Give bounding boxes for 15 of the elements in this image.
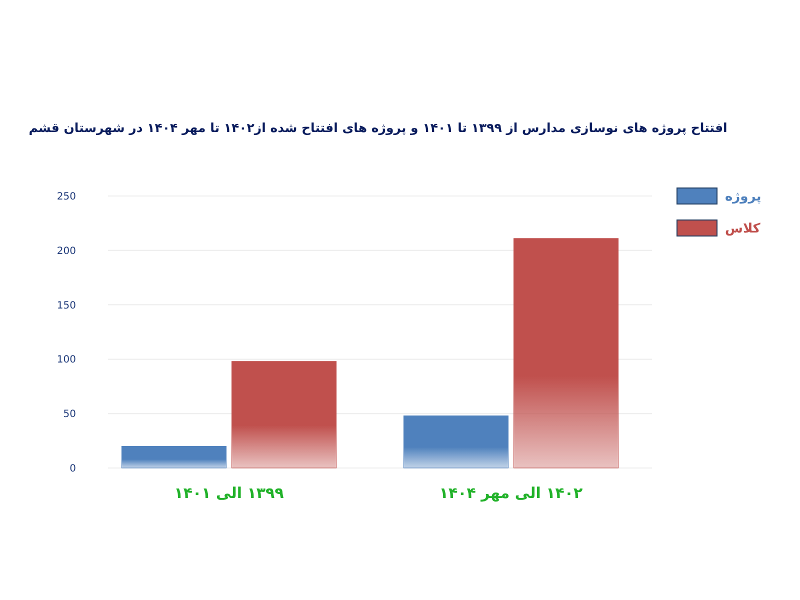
y-tick-label: 50 <box>63 409 76 420</box>
chart-title: افتتاح پروژه های نوسازی مدارس از ۱۳۹۹ تا ۱۴۰۱ و پروژه های افتتاح شده از۱۴۰۲ تا مهر ۱۴۰۴ در شهرستان قشم <box>28 120 728 136</box>
x-tick-label: ۱۳۹۹ الی ۱۴۰۱ <box>174 484 284 502</box>
bar <box>232 361 337 468</box>
legend-label: پروژه <box>725 190 762 205</box>
bar <box>121 446 226 468</box>
y-tick-label: 0 <box>70 464 76 474</box>
bar <box>403 416 508 468</box>
legend-label: کلاس <box>725 222 761 237</box>
y-tick-label: 100 <box>56 354 76 366</box>
x-tick-label: ۱۴۰۲ الی مهر ۱۴۰۴ <box>439 484 583 502</box>
y-tick-label: 250 <box>56 192 76 202</box>
bar <box>514 238 619 468</box>
y-tick-label: 150 <box>56 300 76 312</box>
y-tick-label: 200 <box>56 246 76 257</box>
